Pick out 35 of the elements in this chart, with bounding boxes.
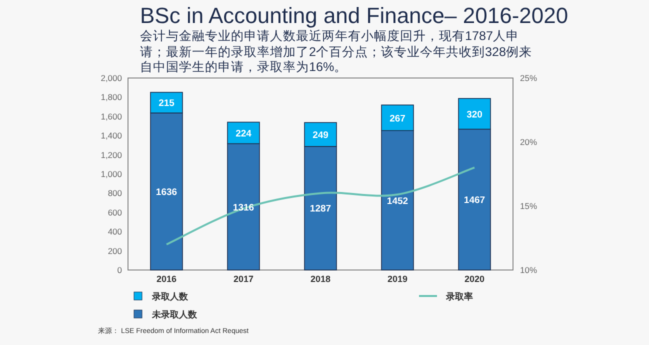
title: BSc in Accounting and Finance– 2016-2020 <box>140 3 568 29</box>
x-tick-label: 2018 <box>310 274 331 284</box>
y-tick-label: 400 <box>108 226 122 237</box>
y2-tick-label: 20% <box>520 137 538 147</box>
legend-label: 录取人数 <box>151 292 189 302</box>
y-tick-label: 0 <box>117 265 122 275</box>
subtitle: 会计与金融专业的申请人数最近两年有小幅度回升，现有1787人申请；最新一年的录取率增加了2个百分点；该专业今年共收到328例来自中国学生的申请，录取率为16%。 <box>140 29 534 75</box>
y-tick-label: 600 <box>108 207 122 218</box>
data-label: 224 <box>236 128 252 140</box>
data-label: 1287 <box>310 204 332 215</box>
data-label: 1452 <box>386 196 408 207</box>
legend-label: 录取率 <box>445 292 473 302</box>
x-tick-label: 2016 <box>156 274 177 284</box>
data-label: 320 <box>466 109 482 120</box>
y-tick-label: 1,200 <box>100 150 122 160</box>
y-tick-label: 1,800 <box>100 92 122 102</box>
data-label: 1316 <box>232 202 254 214</box>
y-tick-label: 1,600 <box>100 111 122 122</box>
data-label: 215 <box>158 98 176 110</box>
x-tick-label: 2019 <box>387 274 408 284</box>
y-tick-label: 1,400 <box>100 130 122 141</box>
data-label: 267 <box>390 113 406 124</box>
data-label: 1467 <box>464 195 486 206</box>
y-tick-label: 800 <box>108 188 122 198</box>
y-tick-label: 200 <box>108 246 122 256</box>
x-tick-label: 2020 <box>464 274 485 284</box>
y2-tick-label: 15% <box>520 201 538 211</box>
data-label: 249 <box>312 130 328 141</box>
y-tick-label: 2,000 <box>100 73 122 83</box>
x-tick-label: 2017 <box>233 274 254 284</box>
data-label: 1636 <box>156 186 178 198</box>
y-tick-label: 1,000 <box>100 169 122 179</box>
legend-label: 未录取人数 <box>151 310 198 320</box>
y2-tick-label: 10% <box>520 265 538 275</box>
y2-tick-label: 25% <box>520 73 538 83</box>
